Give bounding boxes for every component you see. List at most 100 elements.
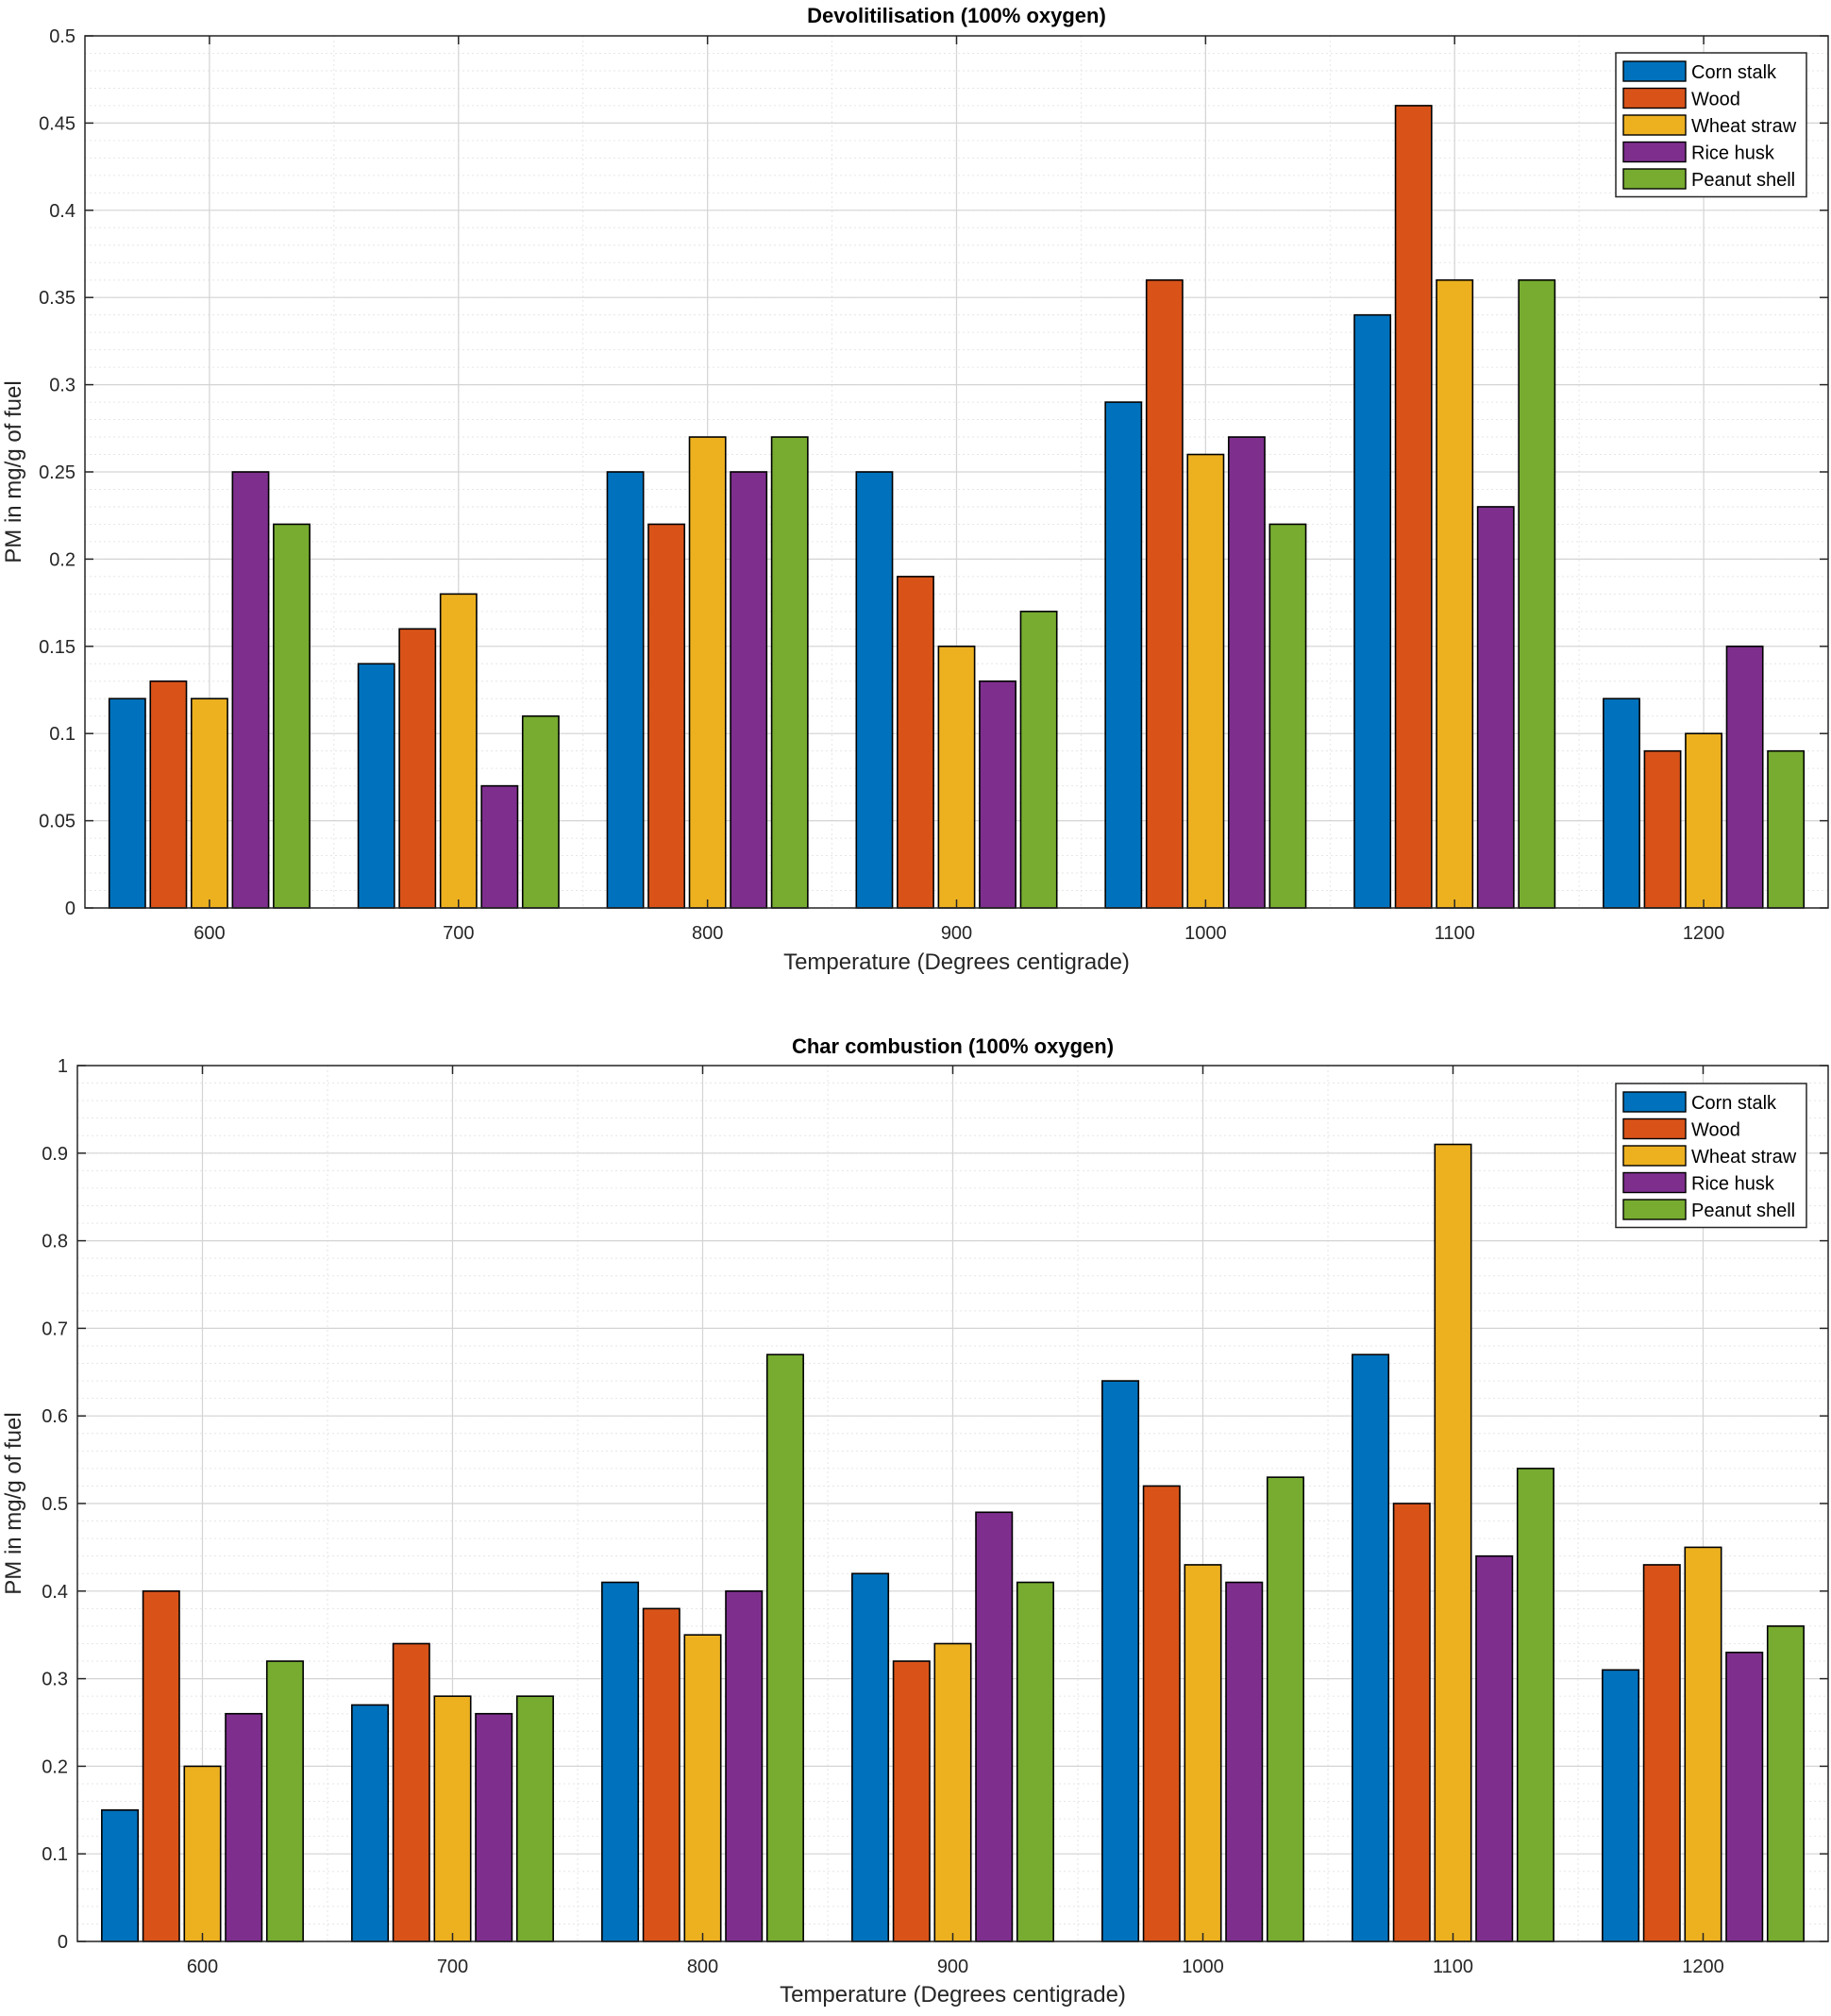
x-tick-label: 800 xyxy=(687,1957,718,1977)
x-tick-label: 800 xyxy=(692,923,723,944)
bar-rice-husk-900 xyxy=(979,680,1016,909)
bar-rice-husk-1000 xyxy=(1227,436,1266,909)
legend-label-wood: Wood xyxy=(1691,90,1740,110)
legend-label-peanut-shell: Peanut shell xyxy=(1691,1201,1795,1221)
y-axis-label: PM in mg/g of fuel xyxy=(1,1412,26,1594)
x-tick-label: 1200 xyxy=(1683,923,1725,944)
x-tick-label: 1000 xyxy=(1184,923,1227,944)
bar-peanut-shell-900 xyxy=(1016,1581,1054,1942)
bar-rice-husk-700 xyxy=(480,784,519,909)
bar-wood-800 xyxy=(647,523,686,909)
bar-corn-stalk-900 xyxy=(855,471,894,909)
bar-wheat-straw-1000 xyxy=(1186,453,1225,909)
bar-peanut-shell-600 xyxy=(265,1660,304,1942)
bar-peanut-shell-800 xyxy=(765,1353,804,1942)
bar-rice-husk-600 xyxy=(231,471,270,909)
bar-corn-stalk-600 xyxy=(108,697,146,909)
y-tick-label: 0.35 xyxy=(39,288,76,309)
bar-wood-900 xyxy=(892,1660,931,1942)
x-tick-label: 1100 xyxy=(1435,923,1475,944)
bar-wheat-straw-1100 xyxy=(1434,1143,1472,1942)
bar-peanut-shell-600 xyxy=(273,523,311,909)
x-axis-label: Temperature (Degrees centigrade) xyxy=(783,949,1130,975)
legend-swatch-wood xyxy=(1622,87,1687,109)
bar-wood-1100 xyxy=(1394,105,1433,909)
legend-label-rice-husk: Rice husk xyxy=(1691,1174,1775,1195)
chart-title: Devolitilisation (100% oxygen) xyxy=(807,4,1106,27)
bar-wheat-straw-1000 xyxy=(1184,1564,1222,1942)
bar-peanut-shell-700 xyxy=(515,1695,554,1942)
y-tick-label: 0.05 xyxy=(39,812,76,832)
bar-wheat-straw-900 xyxy=(933,1642,972,1942)
bar-rice-husk-800 xyxy=(730,471,768,909)
bar-wheat-straw-1100 xyxy=(1436,278,1474,909)
y-tick-label: 0.7 xyxy=(42,1319,68,1339)
legend-swatch-wheat-straw xyxy=(1622,114,1687,136)
y-tick-label: 0.8 xyxy=(42,1232,68,1252)
legend-swatch-wheat-straw xyxy=(1622,1145,1687,1167)
y-tick-label: 0.45 xyxy=(39,113,76,134)
bar-wood-1200 xyxy=(1642,1564,1681,1942)
bar-rice-husk-1200 xyxy=(1725,1651,1764,1942)
bar-peanut-shell-1000 xyxy=(1266,1476,1304,1942)
legend-swatch-rice-husk xyxy=(1622,141,1687,163)
bar-peanut-shell-700 xyxy=(521,714,560,909)
bar-rice-husk-800 xyxy=(725,1590,764,1942)
y-tick-label: 0.1 xyxy=(42,1844,68,1865)
y-tick-label: 0.4 xyxy=(49,201,76,222)
bar-wood-700 xyxy=(392,1642,430,1942)
bar-wheat-straw-600 xyxy=(183,1765,222,1942)
x-tick-label: 700 xyxy=(437,1957,468,1977)
bar-wheat-straw-700 xyxy=(433,1695,472,1942)
y-tick-label: 0.1 xyxy=(49,724,76,745)
bar-wheat-straw-700 xyxy=(439,593,478,909)
legend-swatch-wood xyxy=(1622,1117,1687,1140)
bar-wheat-straw-1200 xyxy=(1684,1546,1722,1942)
legend-label-wheat-straw: Wheat straw xyxy=(1691,1147,1797,1168)
bar-peanut-shell-800 xyxy=(770,436,809,909)
bar-rice-husk-600 xyxy=(225,1712,263,1942)
devolitilisation-chart: 0 0.05 0.1 0.15 0.2 0.25 0.3 0.35 0.4 0.45 0.5 600 7… xyxy=(1,4,1829,975)
legend-label-corn-stalk: Corn stalk xyxy=(1691,62,1777,83)
y-tick-label: 0 xyxy=(58,1932,68,1953)
x-axis-label: Temperature (Degrees centigrade) xyxy=(780,1982,1126,2008)
x-tick-label: 700 xyxy=(443,923,474,944)
legend-swatch-corn-stalk xyxy=(1622,60,1687,82)
bar-wood-1000 xyxy=(1145,278,1184,909)
y-tick-label: 0.2 xyxy=(49,549,76,570)
bar-peanut-shell-1000 xyxy=(1268,523,1307,909)
bar-wheat-straw-1200 xyxy=(1685,732,1723,909)
legend-label-peanut-shell: Peanut shell xyxy=(1691,170,1795,191)
x-tick-label: 600 xyxy=(193,923,225,944)
y-tick-label: 1 xyxy=(58,1056,68,1077)
y-axis-label: PM in mg/g of fuel xyxy=(1,380,26,563)
bar-rice-husk-900 xyxy=(975,1511,1014,1942)
bar-corn-stalk-1100 xyxy=(1353,313,1392,909)
bar-wood-800 xyxy=(642,1607,680,1942)
legend-label-rice-husk: Rice husk xyxy=(1691,143,1775,164)
y-tick-label: 0.9 xyxy=(42,1144,68,1165)
bar-corn-stalk-1000 xyxy=(1101,1380,1140,1942)
bar-rice-husk-1100 xyxy=(1475,1554,1514,1942)
bar-peanut-shell-1100 xyxy=(1516,1468,1554,1942)
legend-label-corn-stalk: Corn stalk xyxy=(1691,1093,1777,1114)
bar-wheat-straw-800 xyxy=(688,436,727,909)
y-tick-label: 0.3 xyxy=(49,376,76,396)
y-tick-label: 0.5 xyxy=(49,26,76,47)
bar-corn-stalk-700 xyxy=(357,663,395,909)
bar-corn-stalk-900 xyxy=(851,1572,890,1942)
y-tick-label: 0.3 xyxy=(42,1670,68,1690)
bar-wood-700 xyxy=(398,628,437,909)
legend-swatch-corn-stalk xyxy=(1622,1091,1687,1113)
bar-wood-600 xyxy=(149,680,188,909)
bar-wood-1000 xyxy=(1142,1485,1181,1942)
legend-swatch-peanut-shell xyxy=(1622,1199,1687,1220)
bar-corn-stalk-1100 xyxy=(1352,1353,1390,1942)
y-tick-label: 0 xyxy=(65,899,76,919)
y-tick-label: 0.25 xyxy=(39,462,76,483)
y-tick-label: 0.15 xyxy=(39,637,76,658)
legend: Corn stalk Wood Wheat straw Rice husk Peanut… xyxy=(1615,52,1807,198)
chart-title: Char combustion (100% oxygen) xyxy=(792,1034,1114,1058)
legend-label-wood: Wood xyxy=(1691,1120,1740,1141)
